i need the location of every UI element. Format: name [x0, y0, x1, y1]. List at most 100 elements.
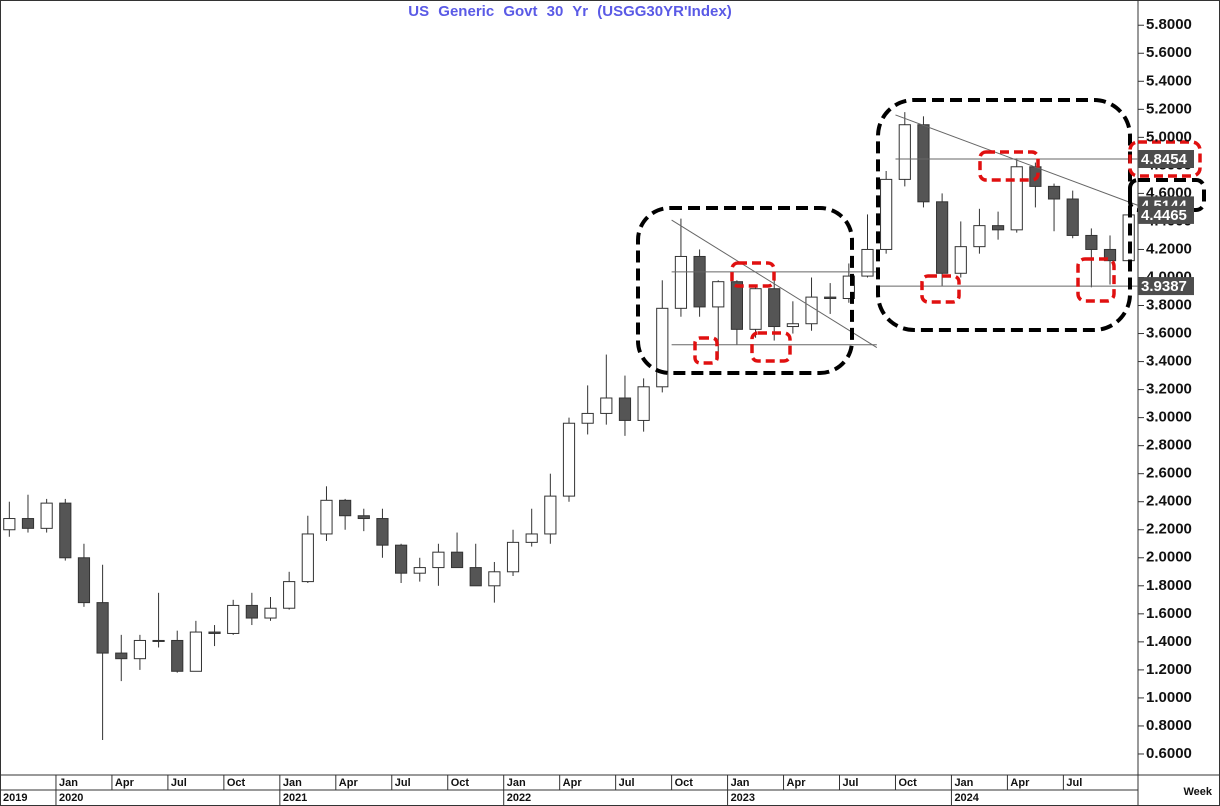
x-tick-label: Oct — [675, 777, 694, 789]
candle-body — [917, 124, 930, 203]
price-label-box — [1138, 277, 1194, 296]
annotation-line — [671, 219, 878, 348]
y-tick-label: 5.6000 — [1146, 44, 1192, 61]
candle-body — [115, 652, 128, 660]
candle-body — [320, 499, 333, 535]
candle-body — [1047, 185, 1061, 200]
pivot-box — [693, 336, 719, 365]
candle-body — [227, 604, 240, 634]
candle-body — [637, 386, 650, 421]
price-label-box — [1138, 150, 1194, 169]
candle-body — [171, 639, 184, 672]
x-tick-label: Apr — [339, 777, 359, 789]
x-tick-label: Jul — [843, 777, 859, 789]
candle-body — [936, 201, 949, 274]
plot-area — [3, 112, 1139, 740]
year-tick-label: 2021 — [283, 792, 307, 804]
candle-body — [1103, 248, 1117, 262]
candle-body — [1085, 234, 1098, 250]
candle-body — [973, 225, 986, 248]
pivot-boxes — [693, 140, 1202, 365]
price-label: 3.9387 — [1141, 278, 1187, 295]
y-tick-label: 2.4000 — [1146, 493, 1192, 510]
candle-body — [3, 518, 16, 531]
candle-body — [898, 124, 911, 180]
label-box — [1128, 178, 1206, 212]
candle-body — [506, 541, 520, 573]
candle-body — [1066, 198, 1079, 236]
candle-body — [786, 323, 799, 328]
year-tick-label: 2022 — [507, 792, 531, 804]
y-tick-label: 2.8000 — [1146, 437, 1192, 454]
candle-body — [301, 533, 314, 583]
pivot-box — [1076, 257, 1116, 303]
y-tick-label: 3.8000 — [1146, 296, 1192, 313]
candle-body — [693, 255, 706, 308]
y-tick-label: 1.0000 — [1146, 689, 1192, 706]
x-tick-label: Jul — [395, 777, 411, 789]
pivot-box — [750, 331, 792, 363]
candle-body — [245, 604, 258, 619]
candle-body — [805, 296, 818, 325]
x-tick-label: Jul — [171, 777, 187, 789]
x-tick-label: Apr — [787, 777, 807, 789]
candle-body — [59, 502, 72, 559]
y-tick-label: 1.8000 — [1146, 577, 1192, 594]
candle-body — [450, 551, 464, 569]
x-tick-label: Oct — [898, 777, 917, 789]
x-tick-label: Jan — [954, 777, 973, 789]
candle-body — [824, 296, 837, 300]
candle-body — [40, 502, 53, 529]
y-tick-label: 4.2000 — [1146, 240, 1192, 257]
candle-body — [432, 551, 445, 569]
x-tick-label: Jan — [731, 777, 750, 789]
candle-body — [395, 544, 408, 574]
candle-body — [581, 412, 594, 424]
y-tick-label: 3.2000 — [1146, 381, 1192, 398]
candle-body — [469, 567, 482, 587]
range-box — [876, 98, 1132, 332]
x-tick-label: Jul — [1066, 777, 1082, 789]
candle-body — [674, 255, 688, 309]
candle-body — [339, 499, 352, 517]
label-box — [1128, 140, 1202, 178]
candle-body — [991, 225, 1005, 231]
y-tick-label: 1.4000 — [1146, 633, 1192, 650]
candle-body — [1010, 166, 1023, 231]
candle-body — [656, 307, 669, 388]
candle-body — [544, 495, 557, 535]
x-tick-label: Jan — [507, 777, 526, 789]
pivot-box — [920, 274, 961, 304]
candle-body — [954, 246, 967, 274]
candle-body — [413, 567, 426, 574]
candle-body — [96, 602, 109, 654]
candle-body — [712, 281, 725, 308]
y-tick-label: 1.6000 — [1146, 605, 1192, 622]
candle-body — [768, 288, 781, 328]
x-axis-label: Week — [1183, 786, 1212, 798]
candle-body — [842, 275, 855, 300]
candle-body — [357, 515, 370, 520]
y-tick-label: 5.8000 — [1146, 16, 1192, 33]
x-tick-label: Oct — [227, 777, 246, 789]
y-tick-label: 2.2000 — [1146, 521, 1192, 538]
x-tick-label: Apr — [115, 777, 135, 789]
candle-body — [749, 288, 762, 330]
price-label: 4.8454 — [1141, 151, 1188, 168]
y-tick-label: 0.8000 — [1146, 717, 1192, 734]
price-label-box — [1138, 205, 1194, 224]
candle-body — [283, 581, 296, 609]
pivot-box — [730, 261, 776, 288]
y-tick-label: 1.2000 — [1146, 661, 1192, 678]
y-tick-label: 5.2000 — [1146, 100, 1192, 117]
x-tick-label: Apr — [563, 777, 583, 789]
annotation-line — [895, 114, 1139, 206]
y-tick-label: 5.4000 — [1146, 72, 1192, 89]
candle-body — [133, 639, 147, 660]
candle-body — [861, 248, 874, 277]
x-tick-label: Oct — [451, 777, 470, 789]
candle-body — [264, 607, 277, 619]
candle-body — [376, 518, 389, 546]
y-tick-label: 3.4000 — [1146, 353, 1192, 370]
